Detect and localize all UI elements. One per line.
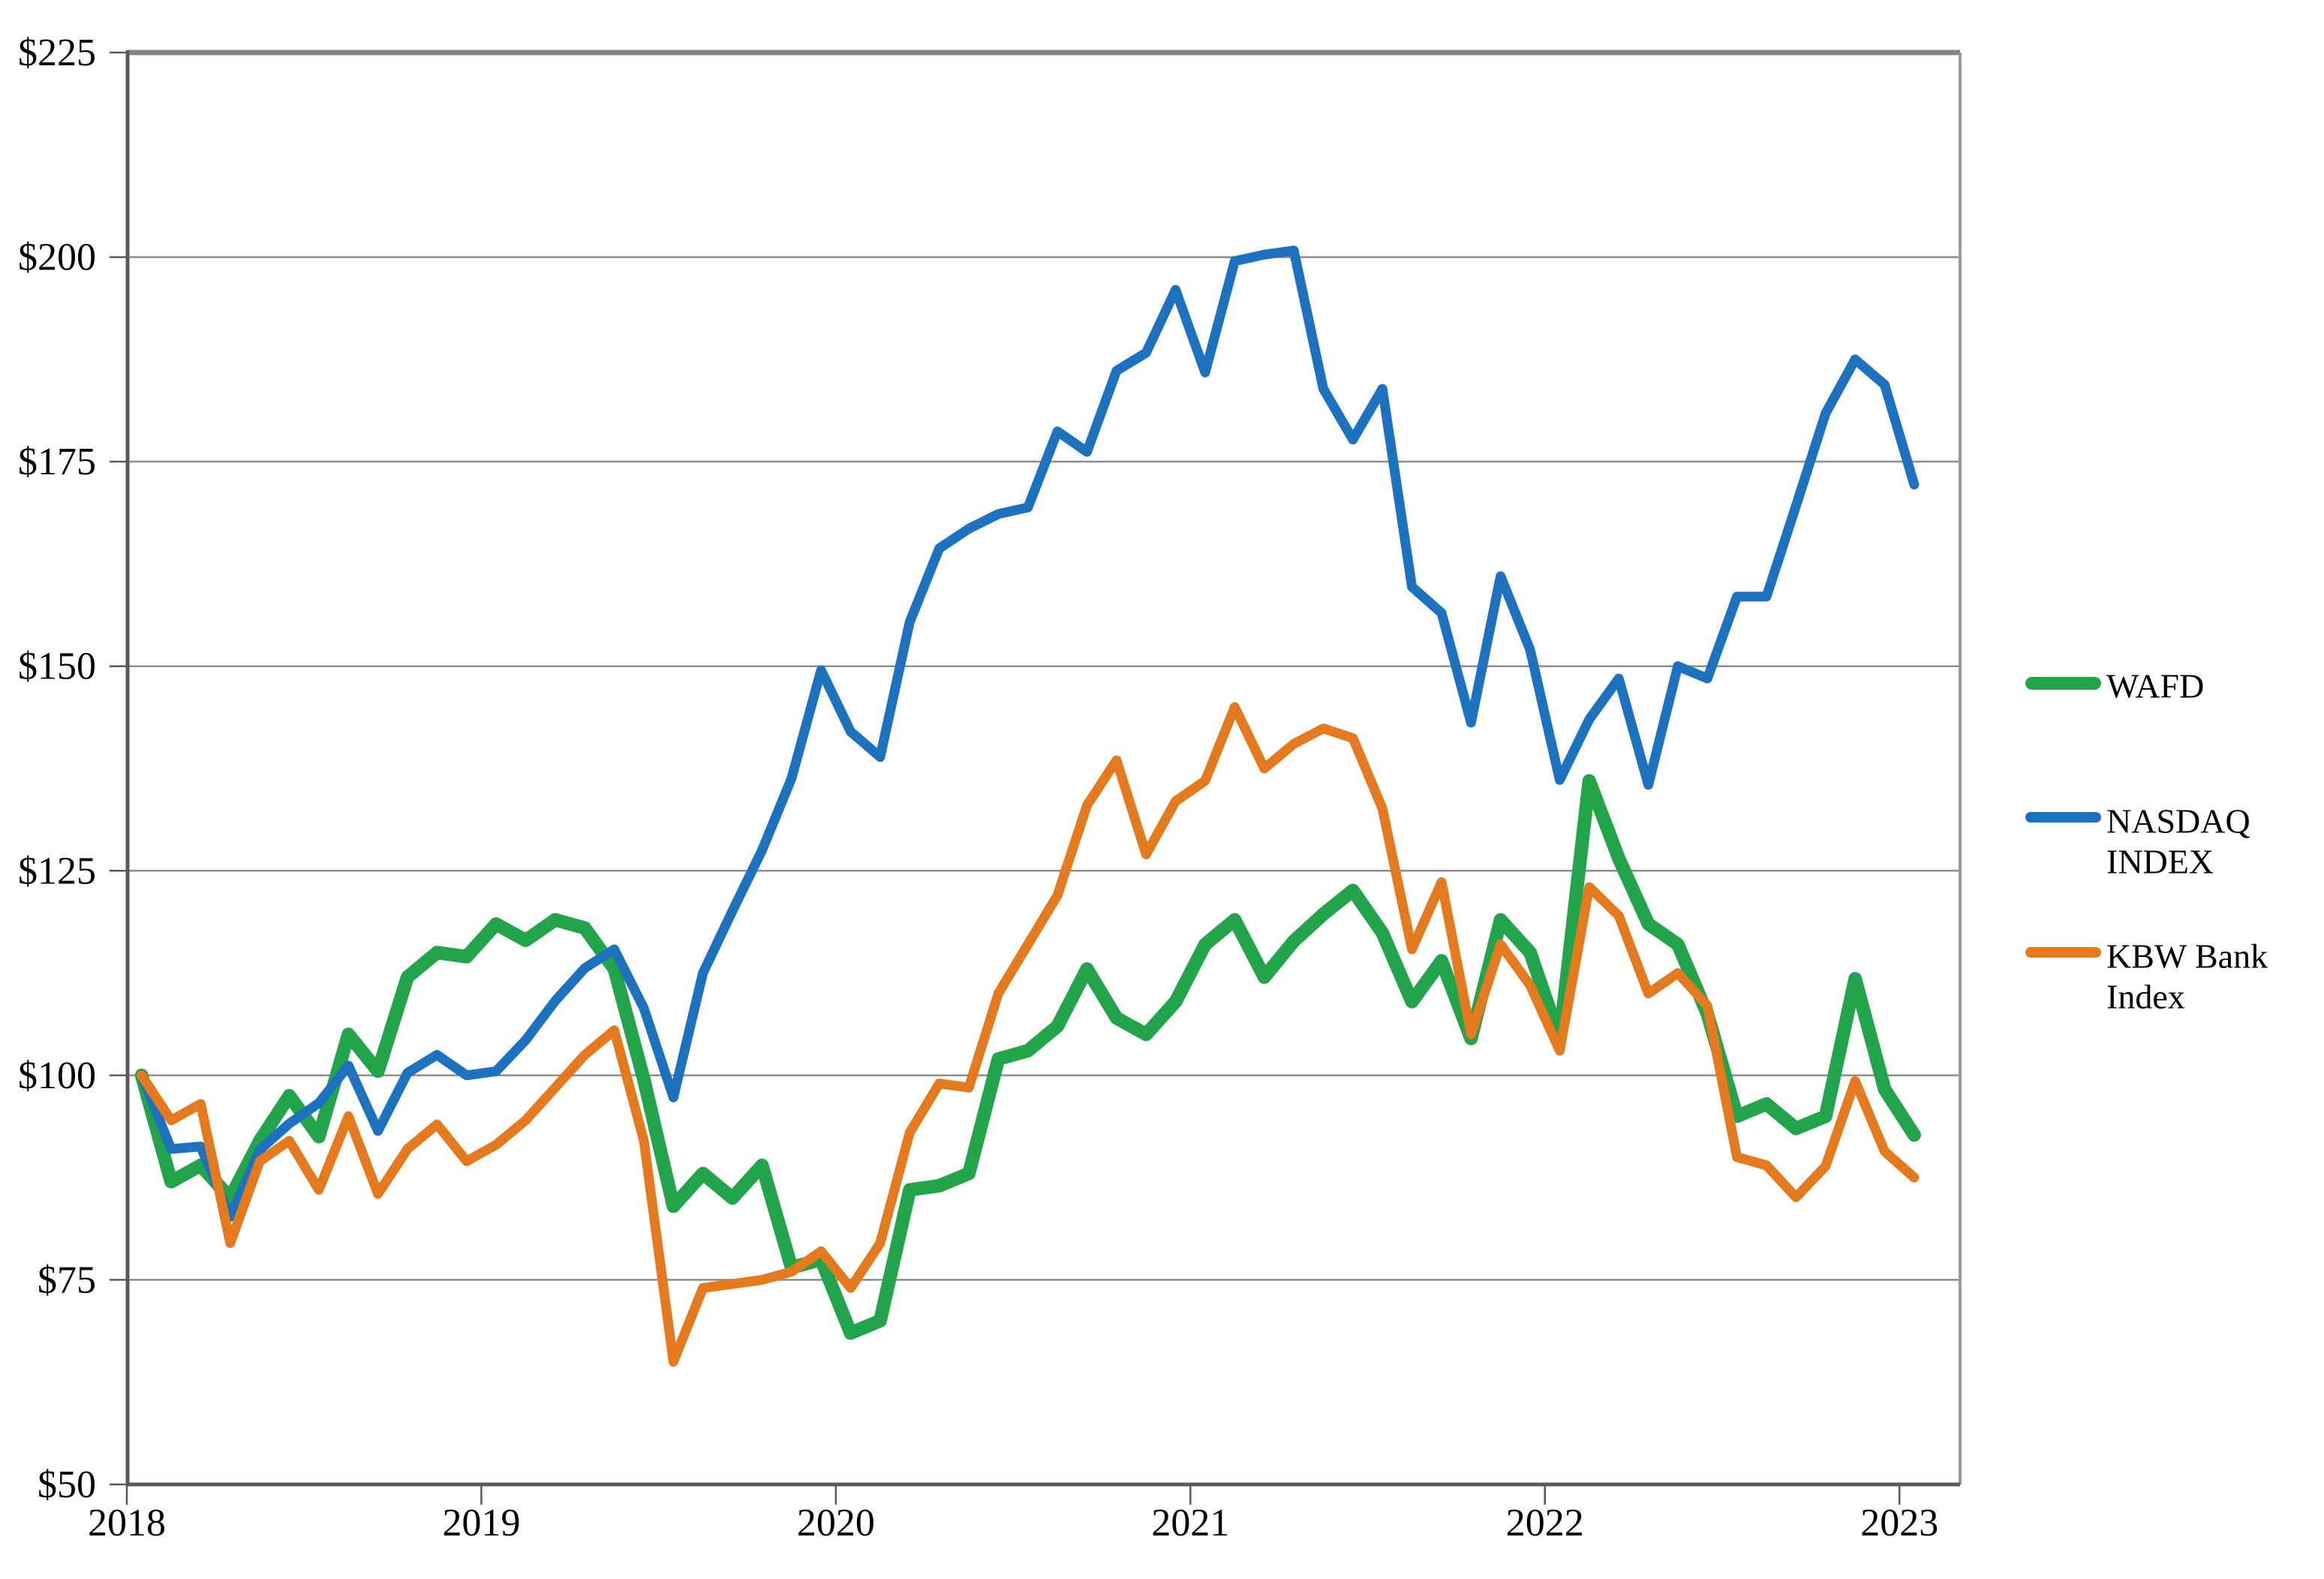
legend-item-nasdaq: NASDAQ INDEX	[2025, 802, 2250, 894]
legend-label-kbw: KBW Bank Index	[2106, 937, 2268, 1016]
x-label-2018: 2018	[88, 1502, 166, 1544]
legend-item-kbw: KBW Bank Index	[2025, 937, 2324, 1029]
line-kbw-bank-index	[137, 702, 1920, 1367]
kbw-line-swatch	[2025, 947, 2101, 958]
y-axis-labels: $225 $200 $175 $150 $125 $100 $75 $50	[18, 32, 96, 1506]
y-label-125: $125	[18, 850, 96, 892]
x-label-2019: 2019	[442, 1502, 520, 1544]
x-label-2022: 2022	[1506, 1502, 1584, 1544]
y-label-225: $225	[18, 32, 96, 74]
tick-marks	[110, 51, 1901, 1505]
legend-item-wafd: WAFD	[2025, 666, 2204, 717]
y-label-75: $75	[38, 1259, 96, 1301]
legend-label-wafd: WAFD	[2106, 666, 2205, 705]
x-label-2021: 2021	[1151, 1502, 1229, 1544]
series-lines	[134, 245, 1921, 1367]
x-axis-labels: 2018 2019 2020 2021 2022 2023	[88, 1502, 1938, 1544]
x-label-2023: 2023	[1860, 1502, 1938, 1544]
plot-borders	[125, 50, 1962, 1487]
x-label-2020: 2020	[797, 1502, 875, 1544]
gridlines	[128, 256, 1960, 1281]
y-label-150: $150	[18, 645, 96, 688]
y-label-175: $175	[18, 441, 96, 483]
y-label-100: $100	[18, 1054, 96, 1097]
line-nasdaq-index	[137, 245, 1920, 1222]
y-label-200: $200	[18, 236, 96, 279]
nasdaq-line-swatch	[2025, 812, 2101, 823]
line-wafd	[134, 774, 1921, 1340]
legend-label-nasdaq: NASDAQ INDEX	[2106, 802, 2250, 881]
wafd-line-swatch	[2025, 677, 2101, 690]
y-label-50: $50	[38, 1463, 96, 1506]
